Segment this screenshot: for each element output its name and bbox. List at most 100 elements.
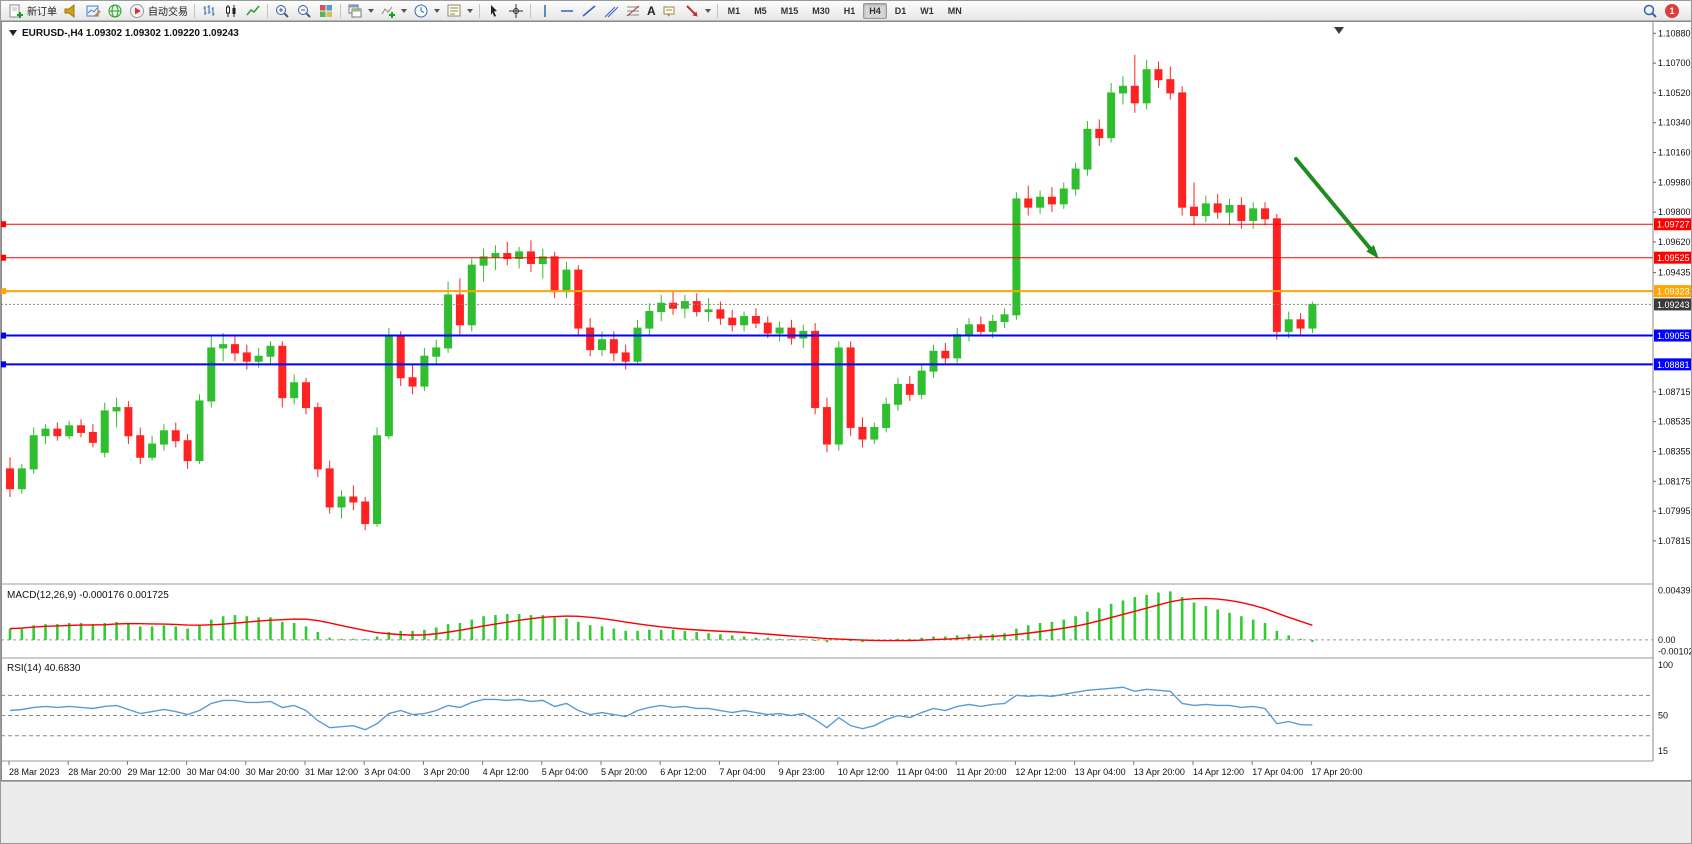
- candle: [1213, 193, 1222, 219]
- market-watch-button[interactable]: [104, 2, 126, 20]
- timeframe-w1-button[interactable]: W1: [920, 5, 934, 16]
- symbol-dropdown-icon[interactable]: [9, 30, 17, 36]
- vertical-line-tool-button[interactable]: [534, 2, 556, 20]
- candle: [337, 490, 346, 519]
- candle: [526, 240, 535, 272]
- svg-text:1.08881: 1.08881: [1657, 360, 1690, 370]
- price-axis-label: 1.10160: [1658, 148, 1691, 158]
- crosshair-icon: [509, 3, 523, 18]
- candle: [929, 344, 938, 378]
- arrange-windows-button[interactable]: [344, 2, 377, 20]
- timeframe-m15-button[interactable]: M15: [780, 5, 799, 16]
- toolbar-separator: [716, 3, 718, 18]
- timeframe-d1-button[interactable]: D1: [894, 5, 907, 16]
- time-axis-label: 12 Apr 12:00: [1015, 767, 1066, 777]
- candle: [53, 422, 62, 441]
- toolbar-separator: [194, 3, 195, 18]
- templates-icon: [447, 4, 461, 16]
- price-axis-label: 1.09980: [1658, 177, 1691, 187]
- timeframe-m5-button[interactable]: M5: [754, 5, 767, 16]
- time-axis[interactable]: 28 Mar 2023 28 Mar 20:00 29 Mar 12:00 30 Ma…: [8, 761, 1362, 777]
- channel-tool-button[interactable]: [600, 2, 622, 20]
- candle: [988, 314, 997, 339]
- chevron-down-icon: [467, 8, 473, 13]
- toolbar: 新订单 自动交易: [1, 1, 1691, 21]
- candlestick-chart-icon: [226, 4, 236, 17]
- price-axis-label: 1.09435: [1658, 268, 1691, 278]
- line-chart-icon: [246, 5, 260, 15]
- time-axis-label: 29 Mar 12:00: [127, 767, 180, 777]
- price-axis[interactable]: 1.10880 1.10700 1.10520 1.10340 1.10160 1.099…: [1652, 22, 1692, 780]
- arrows-tool-button[interactable]: [681, 2, 714, 20]
- auto-trading-button[interactable]: 自动交易: [126, 2, 191, 20]
- candle: [870, 422, 879, 445]
- candle: [1225, 198, 1234, 226]
- sound-button[interactable]: [60, 2, 82, 20]
- toolbar-right-group: 1: [1642, 3, 1687, 19]
- candle: [1059, 182, 1068, 209]
- templates-button[interactable]: [443, 2, 476, 20]
- clock-icon: [414, 4, 428, 17]
- timeframe-h1-button[interactable]: H1: [843, 5, 856, 16]
- chevron-down-icon: [368, 8, 374, 13]
- zoom-out-button[interactable]: [293, 2, 315, 20]
- candle: [692, 293, 701, 317]
- chart-shift-marker[interactable]: [1334, 27, 1344, 34]
- candle: [1130, 54, 1139, 113]
- candlestick-chart-button[interactable]: [220, 2, 242, 20]
- time-axis-label: 5 Apr 20:00: [601, 767, 647, 777]
- candle: [6, 457, 14, 498]
- zoom-in-button[interactable]: [271, 2, 293, 20]
- trendline-tool-button[interactable]: [578, 2, 600, 20]
- search-icon[interactable]: [1642, 3, 1658, 19]
- chart-area[interactable]: 1.10880 1.10700 1.10520 1.10340 1.10160 1.099…: [1, 21, 1692, 781]
- cursor-icon: [491, 4, 497, 17]
- rsi-panel: [1, 686, 1653, 737]
- crosshair-tool-button[interactable]: [505, 2, 527, 20]
- candle: [1296, 313, 1305, 335]
- trend-arrow[interactable]: [1294, 157, 1379, 259]
- indicators-button[interactable]: [377, 2, 410, 20]
- candle: [266, 341, 275, 365]
- timeframe-mn-button[interactable]: MN: [947, 5, 962, 16]
- bar-chart-button[interactable]: [198, 2, 220, 20]
- line-chart-button[interactable]: [242, 2, 264, 20]
- hline-edge-marker: [1, 288, 6, 295]
- candle: [278, 341, 287, 408]
- candle: [159, 424, 168, 451]
- candle: [195, 394, 204, 464]
- candle: [384, 328, 393, 440]
- candle: [1142, 59, 1151, 110]
- timeframe-h4-button[interactable]: H4: [863, 2, 887, 19]
- periods-button[interactable]: [410, 2, 443, 20]
- cursor-tool-button[interactable]: [483, 2, 505, 20]
- tile-windows-button[interactable]: [315, 2, 337, 20]
- price-tag: 1.09525: [1654, 251, 1691, 264]
- notification-badge[interactable]: 1: [1665, 3, 1679, 18]
- horizontal-line-tool-button[interactable]: [556, 2, 578, 20]
- fibonacci-tool-button[interactable]: [622, 2, 644, 20]
- time-axis-label: 11 Apr 04:00: [897, 767, 947, 777]
- candle: [1284, 311, 1293, 339]
- tile-windows-icon: [320, 4, 332, 17]
- candle: [1190, 182, 1198, 226]
- candle: [444, 281, 453, 353]
- new-order-label: 新订单: [27, 7, 57, 18]
- candle: [538, 248, 547, 279]
- candle: [479, 248, 488, 282]
- candle: [302, 377, 310, 415]
- timeframe-m30-button[interactable]: M30: [812, 5, 830, 16]
- candle: [1261, 202, 1270, 226]
- text-label-tool-button[interactable]: [659, 2, 681, 20]
- new-order-button[interactable]: 新订单: [5, 2, 60, 20]
- candle: [822, 397, 831, 453]
- chart-edit-button[interactable]: [82, 2, 104, 20]
- rsi-axis-label: 50: [1658, 711, 1668, 721]
- candle: [882, 397, 891, 433]
- timeframe-m1-button[interactable]: M1: [727, 5, 741, 16]
- hline-objects-layer: [1, 221, 1653, 368]
- candle: [811, 323, 820, 415]
- text-tool-button[interactable]: A: [644, 2, 659, 20]
- candle: [1083, 121, 1092, 176]
- candle: [621, 344, 630, 370]
